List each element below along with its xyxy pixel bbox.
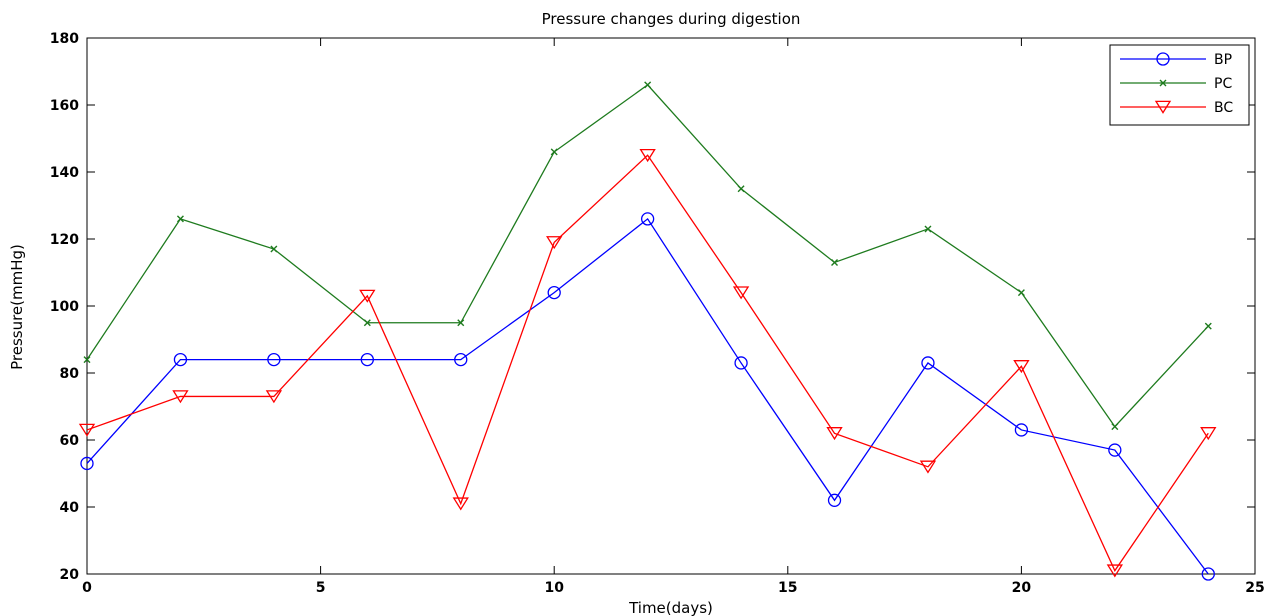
y-tick-label: 160 [50,98,79,114]
data-point-bc [1106,564,1124,578]
data-point-pc [83,356,91,364]
data-point-bp [1014,423,1029,437]
data-point-bp [1108,443,1122,457]
data-point-pc [644,81,652,89]
x-tick-label: 5 [316,580,326,596]
data-point-bp [267,352,281,367]
data-point-bp [173,352,188,367]
data-point-pc [176,215,184,223]
y-tick-label: 40 [60,500,80,516]
data-point-pc [457,319,465,327]
data-point-bp [827,493,842,507]
data-point-bp [360,352,374,367]
y-tick-label: 20 [60,567,80,583]
legend-label-bp: BP [1214,52,1232,68]
y-tick-label: 120 [50,232,79,248]
x-tick-label: 10 [544,580,564,596]
chart-title: Pressure changes during digestion [542,10,801,28]
series-line-pc [86,84,1209,428]
y-tick-label: 80 [60,366,80,382]
data-point-pc [1204,322,1212,330]
data-point-bp [547,285,561,300]
data-point-bp [640,212,655,226]
x-tick-label: 25 [1245,580,1264,596]
x-tick-label: 20 [1012,580,1032,596]
legend-marker-pc [1159,79,1167,87]
data-point-bc [452,497,469,511]
x-tick-label: 15 [778,580,797,596]
data-point-pc [1111,423,1119,431]
data-point-bp [80,456,94,471]
series-line-bp [86,217,1209,575]
data-point-bc [359,289,376,303]
data-point-bc [546,236,563,250]
legend-label-pc: PC [1214,76,1232,92]
plot-area: 0 5 10 15 20 25 20 40 60 80 100 120 140 160 180 BP PC BC [50,31,1265,596]
y-tick-label: 60 [60,433,80,449]
series-line-bc [86,154,1209,572]
data-point-bc [826,427,843,441]
legend-marker-bc [1154,100,1172,114]
x-tick-label: 0 [82,580,92,596]
legend-label-bc: BC [1214,100,1233,116]
data-point-bp [734,356,748,370]
data-point-bp [1201,567,1215,581]
data-point-bc [1013,360,1030,374]
data-point-pc [550,148,558,156]
x-axis-label: Time(days) [628,599,713,616]
data-point-bc [732,286,750,300]
data-point-bp [921,356,935,370]
data-point-pc [363,319,371,327]
data-point-pc [270,245,278,253]
legend-marker-bp [1156,52,1170,66]
data-point-pc [1017,289,1025,297]
data-point-bc [639,148,656,163]
data-point-bc [919,460,937,474]
data-point-bc [172,390,189,404]
y-tick-label: 180 [50,31,79,47]
data-point-pc [831,258,839,266]
y-tick-label: 140 [50,165,79,181]
data-point-pc [737,185,745,193]
y-axis-label: Pressure(mmHg) [8,244,26,370]
y-tick-label: 100 [50,299,79,315]
data-point-bp [454,352,468,367]
data-point-bc [1200,427,1217,441]
legend-box [1109,44,1250,126]
data-point-bc [265,390,283,404]
data-point-pc [924,225,932,233]
data-point-bc [78,423,96,437]
